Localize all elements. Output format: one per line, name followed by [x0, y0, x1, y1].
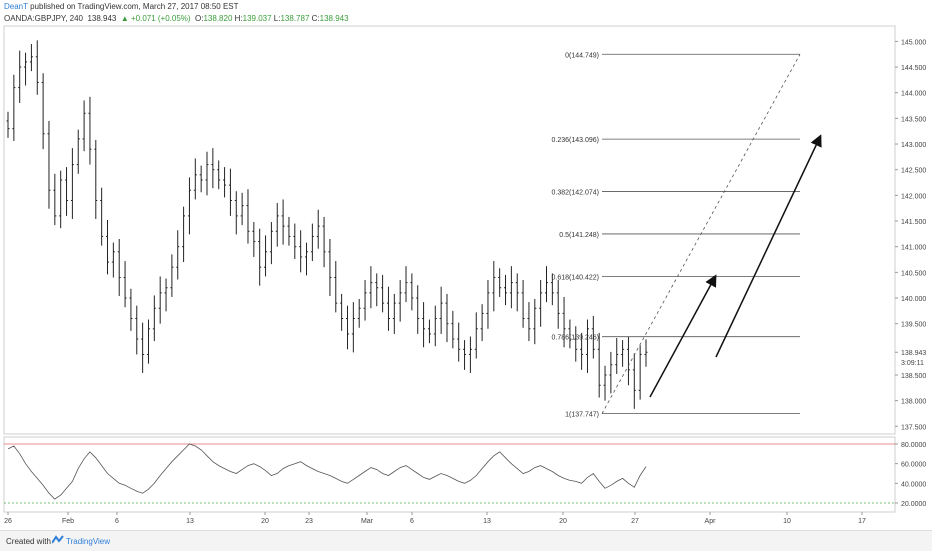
time-tick-label: 13: [483, 518, 491, 525]
fib-level-label: 0.236(143.096): [552, 137, 599, 144]
price-tick-label: 138.000: [901, 399, 926, 406]
time-tick-label: 6: [410, 518, 414, 525]
close-value: 138.943: [319, 14, 349, 23]
fib-level-label: 0.786(139.246): [552, 335, 599, 342]
time-tick-label: Apr: [705, 518, 717, 525]
open-value: 138.820: [203, 14, 233, 23]
high-value: 139.037: [242, 14, 272, 23]
price-tick-label: 141.500: [901, 219, 926, 226]
time-tick-label: 20: [559, 518, 567, 525]
fib-level-label: 0(144.749): [565, 52, 599, 59]
time-axis: 26 Feb 6 13 20 23 Mar 6 13 20 27 Apr 10 17: [4, 512, 866, 525]
trend-arrow-long: [715, 134, 822, 358]
price-tick-label: 145.000: [901, 39, 926, 46]
price-tick-label: 140.000: [901, 296, 926, 303]
symbol-label[interactable]: OANDA:GBPJPY, 240: [4, 14, 83, 23]
price-tick-label: 143.500: [901, 116, 926, 123]
time-tick-label: 6: [115, 518, 119, 525]
author-link[interactable]: DeanT: [4, 2, 28, 11]
close-label: C:: [311, 14, 320, 23]
low-label: L:: [273, 14, 281, 23]
price-tick-label: 138.500: [901, 373, 926, 380]
price-pane-frame: [3, 25, 896, 435]
rsi-tick-label: 80.0000: [901, 442, 926, 449]
rsi-pane: [4, 443, 895, 504]
footer-bar: Created with TradingView: [0, 530, 932, 551]
rsi-axis: 80.0000 60.0000 40.0000 20.0000: [895, 442, 926, 508]
open-label: O:: [195, 14, 204, 23]
price-tick-label: 144.500: [901, 65, 926, 72]
time-tick-label: 27: [631, 518, 639, 525]
time-tick-label: Feb: [62, 518, 74, 525]
rsi-pane-frame: [3, 436, 896, 513]
price-tick-label: 143.000: [901, 142, 926, 149]
price-tick-label: 139.500: [901, 322, 926, 329]
rsi-line: [7, 443, 647, 500]
publish-info: published on TradingView.com, March 27, …: [27, 2, 239, 11]
trend-arrows: [649, 134, 822, 398]
tradingview-brand-link[interactable]: TradingView: [66, 537, 111, 546]
tradingview-logo-icon: [51, 535, 64, 547]
trend-arrow-short: [649, 274, 717, 398]
price-change: ▲ +0.071 (+0.05%): [120, 14, 191, 23]
chart-canvas[interactable]: 0(144.749) 0.236(143.096) 0.382(142.074) 0.…: [0, 0, 932, 530]
fib-trend-line: [601, 54, 801, 414]
price-tick-label: 142.000: [901, 193, 926, 200]
created-with-text: Created with: [6, 537, 51, 546]
price-tick-label: 137.500: [901, 424, 926, 431]
price-tick-label: 138.943: [901, 350, 926, 357]
rsi-tick-label: 20.0000: [901, 501, 926, 508]
price-axis: 145.000 144.500 144.000 143.500 143.000 142.5…: [895, 39, 926, 431]
time-tick-label: 10: [783, 518, 791, 525]
last-price: 138.943: [87, 14, 117, 23]
time-tick-label: 20: [261, 518, 269, 525]
price-tick-label: 141.000: [901, 245, 926, 252]
rsi-tick-label: 40.0000: [901, 481, 926, 488]
fib-level-label: 0.5(141.248): [559, 232, 599, 239]
countdown-label: 3:09:11: [901, 360, 924, 367]
low-value: 138.787: [280, 14, 310, 23]
time-tick-label: Mar: [361, 518, 374, 525]
fibonacci-retracement: 0(144.749) 0.236(143.096) 0.382(142.074) 0.…: [552, 52, 801, 419]
time-tick-label: 26: [4, 518, 12, 525]
price-candles: [6, 40, 648, 409]
chart-header-ohlc: OANDA:GBPJPY, 240 138.943 ▲ +0.071 (+0.0…: [4, 14, 349, 23]
price-tick-label: 140.500: [901, 270, 926, 277]
chart-header-publisher: DeanT published on TradingView.com, Marc…: [4, 2, 239, 11]
time-tick-label: 13: [186, 518, 194, 525]
fib-level-label: 1(137.747): [565, 412, 599, 419]
high-label: H:: [234, 14, 243, 23]
price-tick-label: 142.500: [901, 168, 926, 175]
rsi-tick-label: 60.0000: [901, 462, 926, 469]
fib-level-label: 0.382(142.074): [552, 190, 599, 197]
fib-level-label: 0.618(140.422): [552, 274, 599, 281]
price-tick-label: 144.000: [901, 91, 926, 98]
time-tick-label: 23: [305, 518, 313, 525]
time-tick-label: 17: [858, 518, 866, 525]
